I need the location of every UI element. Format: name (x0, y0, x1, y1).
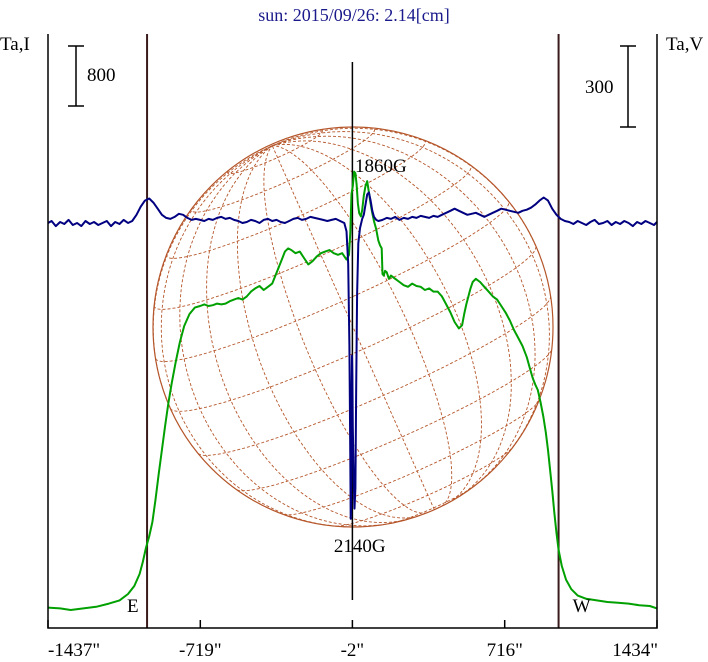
series-layer (47, 170, 658, 611)
x-axis-ticks: -1437" -719" -2" 716" 1434" (47, 620, 658, 661)
chart-labels: sun: 2015/09/26: 2.14[cm] Ta,I Ta,V 800 … (0, 5, 703, 617)
solar-disk (152, 126, 554, 528)
parallel-line (227, 129, 323, 175)
meridian-line (206, 145, 407, 524)
meridian-line (179, 145, 392, 527)
chart-title: sun: 2015/09/26: 2.14[cm] (258, 5, 450, 25)
parallel-line (166, 139, 426, 259)
x-tick-label: 716" (487, 640, 523, 661)
parallel-line (283, 400, 540, 516)
parallel-line (197, 296, 552, 456)
x-tick-label: -719" (179, 640, 222, 661)
meridian-line (272, 131, 550, 456)
x-tick-label: 1434" (612, 640, 658, 661)
polarization-series-line (47, 191, 658, 520)
parallel-line (153, 164, 472, 310)
right-scale-label: 300 (585, 77, 614, 98)
limb-marker-label: W (573, 596, 591, 617)
x-tick-label: -2" (341, 640, 365, 661)
field-annotation-bottom: 2140G (334, 536, 386, 557)
parallel-line (236, 349, 553, 492)
parallel-line (155, 201, 510, 362)
parallel-line (336, 447, 513, 527)
meridian-line (272, 143, 482, 504)
parallel-line (391, 486, 474, 524)
parallel-line (169, 245, 537, 412)
meridian-line (272, 140, 512, 497)
field-annotation-top: 1860G (355, 156, 407, 177)
meridian-line (236, 145, 420, 519)
x-tick-label: -1437" (48, 640, 100, 661)
meridian-line (160, 145, 347, 528)
intensity-series-line (47, 170, 658, 611)
limb-marker-label: E (127, 596, 139, 617)
left-scale-label: 800 (87, 65, 116, 86)
right-axis-label: Ta,V (666, 34, 703, 55)
meridian-line (263, 145, 427, 514)
parallel-line (191, 127, 376, 213)
marker-lines (146, 34, 560, 628)
left-axis-label: Ta,I (0, 34, 30, 55)
meridian-line (272, 135, 536, 488)
meridian-line (272, 145, 453, 507)
